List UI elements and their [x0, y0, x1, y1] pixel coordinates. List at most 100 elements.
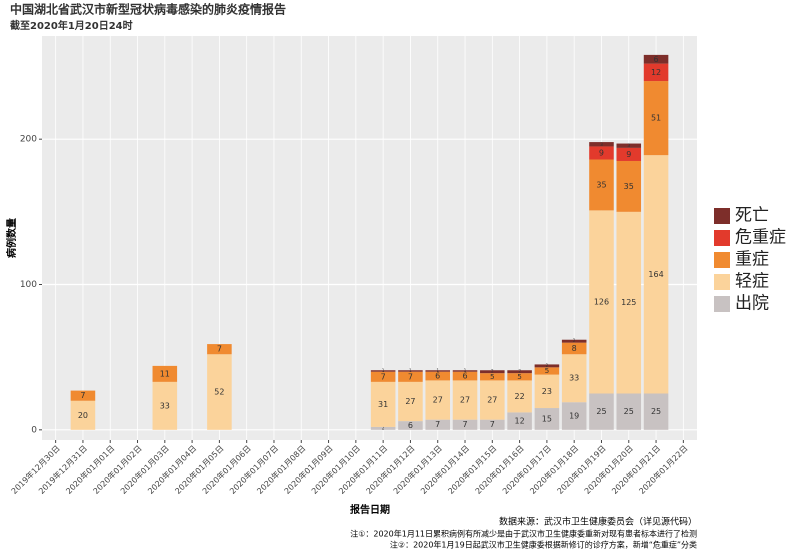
bar-segment — [207, 354, 232, 430]
data-label: 7 — [381, 372, 386, 381]
bar-segment — [643, 54, 669, 64]
legend-swatch — [714, 252, 730, 268]
bar-segment — [207, 344, 232, 355]
data-label: 9 — [599, 148, 604, 157]
bar-segment — [480, 419, 505, 430]
bar-segment — [534, 374, 560, 409]
data-label: 25 — [651, 407, 661, 416]
data-label: 6 — [462, 372, 467, 381]
data-label: 27 — [433, 396, 443, 405]
bar-segment — [370, 370, 396, 372]
legend-swatch — [714, 230, 730, 246]
source: 数据来源：武汉市卫生健康委员会（详见源代码） — [499, 516, 697, 528]
bar-segment — [425, 419, 451, 430]
x-tick-label: 2020年01月14日 — [418, 443, 471, 496]
bar-segment — [480, 373, 505, 381]
bar-segment — [70, 390, 96, 401]
bar-segment — [370, 426, 396, 430]
data-label: 3 — [600, 142, 603, 148]
bar-segment — [425, 371, 451, 381]
bar-segment — [643, 393, 669, 430]
data-label: 8 — [572, 344, 577, 353]
bar-segment — [616, 160, 642, 212]
x-tick-label: 2020年01月05日 — [173, 443, 226, 496]
bar-segment — [561, 402, 587, 430]
data-label: 12 — [515, 417, 525, 426]
x-tick-label: 2020年01月12日 — [364, 443, 417, 496]
data-label: 33 — [569, 374, 579, 383]
data-label: 2 — [491, 369, 494, 374]
bar-segment — [398, 371, 423, 382]
bar-segment — [643, 155, 669, 394]
bar-segment — [616, 393, 642, 430]
bar-segment — [561, 354, 587, 403]
y-tick-label: 100 — [20, 280, 37, 290]
bar-segment — [398, 370, 423, 372]
x-tick-label: 2020年01月22日 — [637, 443, 690, 496]
bar-segment — [452, 380, 478, 420]
bar-segment — [152, 365, 178, 382]
bar-segment — [589, 210, 614, 394]
data-label: 2 — [382, 425, 385, 430]
bar-segment — [425, 370, 451, 372]
legend-label: 重症 — [735, 250, 769, 270]
data-label: 1 — [382, 368, 385, 373]
bar-segment — [616, 211, 642, 394]
x-tick-label: 2020年01月11日 — [336, 443, 389, 496]
bar-segment — [398, 421, 423, 430]
chart-subtitle: 截至2020年1月20日24时 — [10, 19, 133, 32]
data-label: 9 — [626, 150, 631, 159]
x-tick-label: 2019年12月30日 — [9, 443, 62, 496]
legend-label: 出院 — [735, 294, 769, 314]
bar-segment — [589, 393, 614, 430]
bar-segment — [616, 147, 642, 161]
data-label: 5 — [517, 372, 522, 381]
bar-segment — [507, 412, 532, 430]
legend-swatch — [714, 208, 730, 224]
x-tick-label: 2020年01月13日 — [391, 443, 444, 496]
data-label: 2 — [573, 338, 576, 343]
data-label: 12 — [651, 68, 661, 77]
data-label: 6 — [654, 55, 659, 64]
note: 注①：2020年1月11日累积病例有所减少是由于武汉市卫生健康委重新对现有患者标… — [350, 529, 697, 539]
x-tick-label: 2020年01月08日 — [255, 443, 308, 496]
x-tick-label: 2020年01月21日 — [609, 443, 662, 496]
x-axis-label: 报告日期 — [350, 503, 390, 516]
bar-segment — [70, 400, 96, 430]
x-tick-label: 2020年01月07日 — [227, 443, 280, 496]
data-label: 2 — [518, 369, 521, 374]
x-tick-label: 2020年01月04日 — [145, 443, 198, 496]
data-label: 7 — [490, 420, 495, 429]
data-label: 31 — [378, 400, 388, 409]
y-axis-label: 病例数量 — [5, 218, 18, 258]
data-label: 6 — [435, 372, 440, 381]
bar-segment — [452, 370, 478, 372]
data-label: 1 — [436, 368, 439, 373]
x-tick-label: 2020年01月03日 — [118, 443, 171, 496]
data-label: 35 — [624, 182, 634, 191]
bar-segment — [507, 380, 532, 413]
data-label: 2 — [546, 363, 549, 368]
legend-swatch — [714, 296, 730, 312]
x-tick-label: 2020年01月17日 — [500, 443, 553, 496]
bar-segment — [534, 367, 560, 375]
bar-segment — [589, 142, 614, 147]
data-label: 7 — [435, 420, 440, 429]
x-tick-label: 2020年01月16日 — [473, 443, 526, 496]
data-label: 7 — [408, 372, 413, 381]
legend-label: 死亡 — [735, 206, 769, 226]
data-label: 5 — [545, 366, 550, 375]
data-label: 27 — [460, 396, 470, 405]
data-label: 7 — [80, 391, 85, 400]
x-tick-label: 2019年12月31日 — [36, 443, 89, 496]
y-tick-label: 0 — [31, 425, 37, 435]
data-label: 5 — [490, 372, 495, 381]
data-label: 164 — [648, 270, 663, 279]
x-tick-label: 2020年01月15日 — [446, 443, 499, 496]
data-label: 23 — [542, 387, 552, 396]
bar-segment — [152, 381, 178, 430]
plot-background — [42, 36, 697, 440]
data-label: 19 — [569, 412, 579, 421]
data-label: 126 — [594, 297, 609, 306]
